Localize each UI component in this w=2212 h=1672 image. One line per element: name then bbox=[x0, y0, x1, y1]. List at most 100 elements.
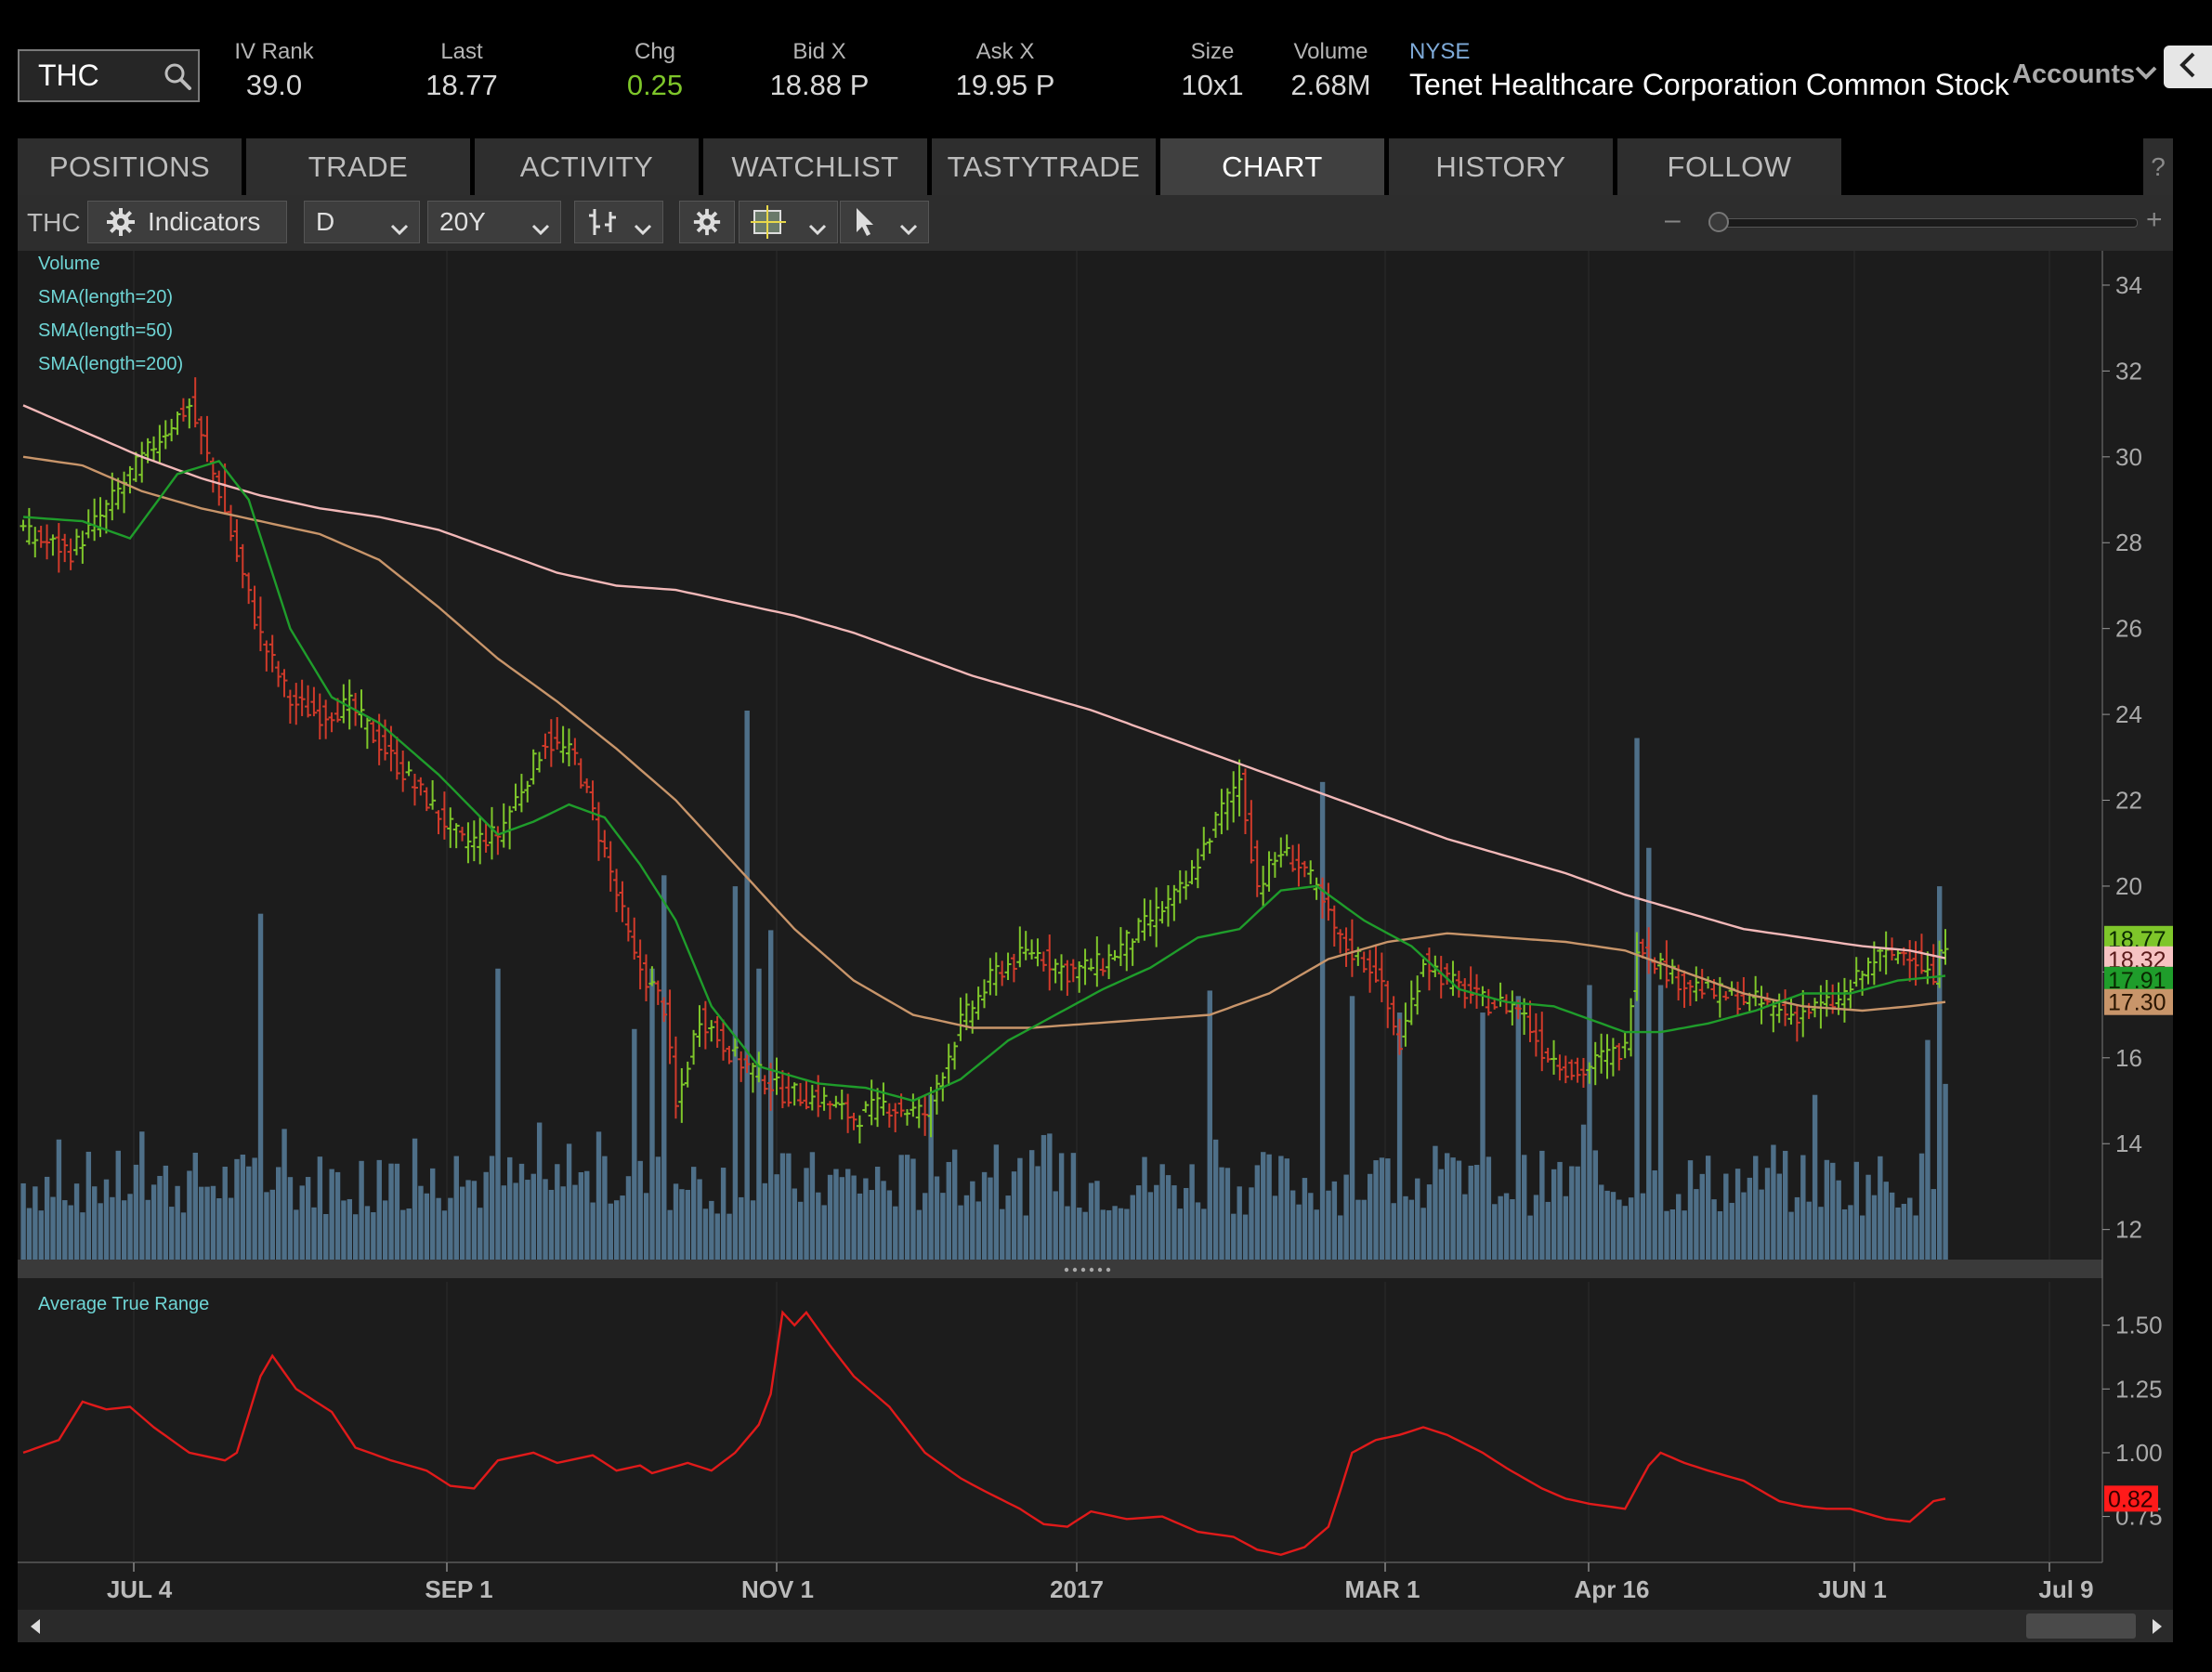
ohlc-bar bbox=[773, 1057, 780, 1095]
ohlc-bar bbox=[459, 827, 466, 842]
ohlc-bar bbox=[488, 806, 495, 860]
ohlc-bar bbox=[298, 679, 306, 716]
search-icon[interactable] bbox=[157, 56, 198, 97]
chart-horizontal-scrollbar[interactable] bbox=[18, 1610, 2173, 1642]
ohlc-bar bbox=[452, 823, 460, 849]
ohlc-bar bbox=[275, 660, 282, 687]
price-chart[interactable]: JUL 4 SEP 1 NOV 1 2017 MAR 1 Apr 16 JUN 1 Jul 9… bbox=[18, 251, 2173, 1610]
scroll-right-arrow-icon[interactable] bbox=[2145, 1615, 2167, 1638]
scroll-left-arrow-icon[interactable] bbox=[25, 1615, 47, 1638]
ohlc-bar bbox=[399, 751, 407, 792]
volume-bar bbox=[347, 1198, 353, 1260]
symbol-search-field[interactable]: THC bbox=[18, 49, 200, 102]
volume-bar bbox=[821, 1205, 827, 1260]
volume-bar bbox=[1628, 1197, 1634, 1260]
volume-bar bbox=[1047, 1133, 1053, 1260]
volume-bar bbox=[1266, 1154, 1272, 1260]
ohlc-bar bbox=[868, 1079, 875, 1126]
ohlc-bar bbox=[957, 997, 964, 1041]
tab-trade[interactable]: TRADE bbox=[246, 138, 470, 195]
ohlc-bar bbox=[20, 519, 27, 531]
tab-watchlist[interactable]: WATCHLIST bbox=[703, 138, 927, 195]
settings-gear-icon bbox=[692, 207, 722, 237]
cursor-mode-select[interactable] bbox=[840, 201, 929, 243]
ohlc-bar bbox=[55, 523, 62, 573]
scrollbar-thumb[interactable] bbox=[2026, 1613, 2136, 1639]
ohlc-bar bbox=[992, 952, 1000, 996]
ohlc-bar bbox=[1698, 969, 1706, 999]
splitter-grip bbox=[1064, 1267, 1111, 1273]
volume-bar bbox=[1883, 1182, 1889, 1260]
chart-style-select[interactable] bbox=[574, 201, 663, 243]
ohlc-bar bbox=[1318, 877, 1326, 919]
volume-bar bbox=[1438, 1169, 1445, 1260]
price-tick-label: 12 bbox=[2115, 1216, 2142, 1244]
ohlc-bar bbox=[1551, 1039, 1558, 1075]
collapse-panel-button[interactable] bbox=[2164, 46, 2212, 88]
volume-bar bbox=[1077, 1208, 1082, 1260]
ohlc-bar bbox=[435, 810, 442, 835]
ohlc-bar bbox=[565, 728, 572, 767]
ohlc-bar bbox=[1663, 940, 1670, 988]
tab-chart[interactable]: CHART bbox=[1160, 138, 1384, 195]
volume-bar bbox=[744, 711, 750, 1260]
ohlc-bar bbox=[512, 783, 519, 811]
tab-follow[interactable]: FOLLOW bbox=[1617, 138, 1841, 195]
volume-bar bbox=[98, 1203, 103, 1260]
zoom-slider-track[interactable] bbox=[1708, 218, 2138, 228]
drawing-tools-select[interactable] bbox=[739, 201, 838, 243]
symbol-input-value[interactable]: THC bbox=[38, 59, 99, 92]
volume-bar bbox=[1361, 1199, 1367, 1260]
volume-bar bbox=[240, 1154, 246, 1260]
ohlc-bar bbox=[405, 761, 412, 777]
chart-settings-button[interactable] bbox=[679, 201, 735, 243]
volume-bar bbox=[1865, 1174, 1871, 1260]
ohlc-bar bbox=[654, 980, 661, 1005]
volume-bar bbox=[709, 1200, 714, 1260]
price-tick-label: 16 bbox=[2115, 1044, 2142, 1072]
indicators-button[interactable]: Indicators bbox=[87, 201, 287, 243]
volume-bar bbox=[341, 1200, 347, 1260]
tab-tastytrade[interactable]: TASTYTRADE bbox=[932, 138, 1156, 195]
splitter-dot bbox=[1106, 1267, 1111, 1273]
bid-label: Bid X bbox=[792, 39, 846, 64]
period-select[interactable]: 20Y bbox=[427, 201, 561, 243]
volume-bar bbox=[1207, 990, 1212, 1260]
splitter-dot bbox=[1080, 1267, 1086, 1273]
volume-bar bbox=[1895, 1207, 1901, 1260]
volume-bar bbox=[1254, 1165, 1261, 1260]
volume-bar bbox=[1308, 1193, 1314, 1260]
volume-bar bbox=[234, 1158, 240, 1260]
volume-bar bbox=[175, 1185, 180, 1260]
ohlc-bar bbox=[1449, 960, 1457, 997]
ohlc-bar bbox=[1538, 1012, 1546, 1072]
ohlc-bar bbox=[1455, 970, 1462, 998]
volume-bar bbox=[1195, 1202, 1201, 1260]
accounts-button[interactable]: Accounts bbox=[2012, 59, 2136, 89]
zoom-out-button[interactable]: – bbox=[1665, 204, 1681, 235]
chevron-down-icon[interactable] bbox=[2134, 63, 2158, 86]
ohlc-bar bbox=[1064, 960, 1071, 997]
price-tick-label: 14 bbox=[2115, 1130, 2142, 1157]
ohlc-bar bbox=[892, 1103, 899, 1132]
zoom-in-button[interactable]: + bbox=[2146, 204, 2163, 235]
ohlc-bar bbox=[720, 1019, 727, 1061]
tab-history[interactable]: HISTORY bbox=[1389, 138, 1613, 195]
ohlc-bar bbox=[1656, 952, 1664, 980]
tab-activity[interactable]: ACTIVITY bbox=[475, 138, 699, 195]
zoom-slider-handle[interactable] bbox=[1708, 212, 1729, 232]
last-field: Last 18.77 bbox=[415, 39, 508, 102]
volume-bar bbox=[1753, 1156, 1759, 1260]
volume-bar bbox=[1717, 1211, 1723, 1260]
chart-area[interactable]: JUL 4 SEP 1 NOV 1 2017 MAR 1 Apr 16 JUN 1 Jul 9… bbox=[18, 251, 2173, 1635]
ohlc-bar bbox=[1568, 1059, 1576, 1080]
ohlc-bar bbox=[1591, 1041, 1599, 1086]
help-button[interactable]: ? bbox=[2143, 138, 2173, 195]
volume-bar bbox=[555, 1164, 560, 1260]
ohlc-bar bbox=[874, 1088, 882, 1128]
ohlc-bar bbox=[1040, 951, 1047, 972]
ohlc-bar bbox=[797, 1082, 805, 1106]
aggregation-select[interactable]: D bbox=[304, 201, 420, 243]
ohlc-bar bbox=[322, 699, 330, 739]
tab-positions[interactable]: POSITIONS bbox=[18, 138, 242, 195]
